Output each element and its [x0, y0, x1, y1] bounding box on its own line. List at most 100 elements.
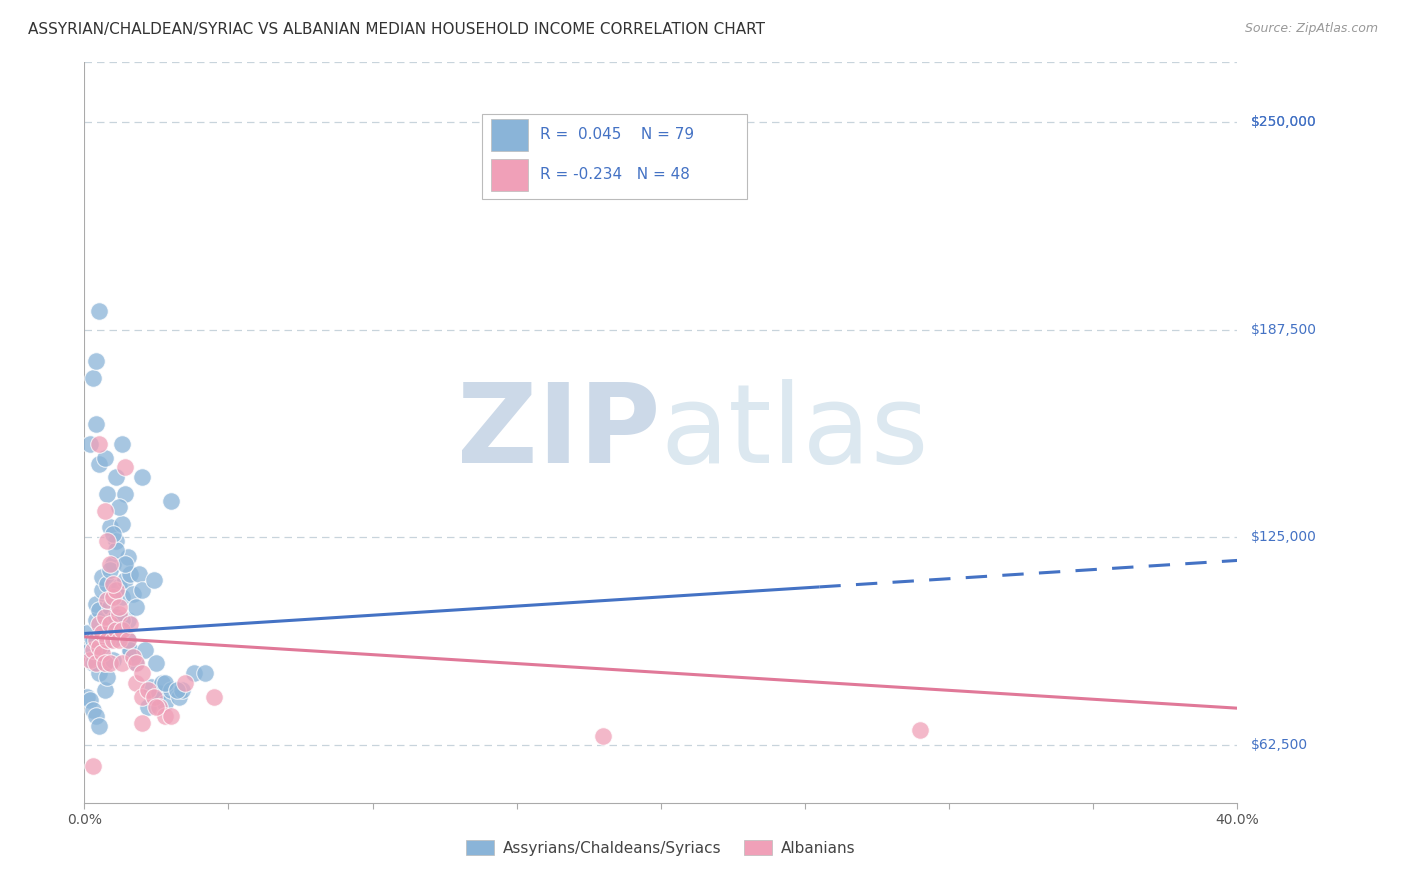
Point	[98, 616, 121, 631]
Point	[93, 610, 115, 624]
Text: ASSYRIAN/CHALDEAN/SYRIAC VS ALBANIAN MEDIAN HOUSEHOLD INCOME CORRELATION CHART: ASSYRIAN/CHALDEAN/SYRIAC VS ALBANIAN MED…	[28, 22, 765, 37]
Point	[131, 583, 153, 598]
Point	[108, 500, 131, 515]
Point	[96, 487, 118, 501]
Point	[79, 653, 101, 667]
Point	[103, 613, 124, 627]
Point	[160, 682, 183, 697]
Point	[98, 563, 121, 577]
Point	[125, 657, 148, 671]
Point	[153, 676, 176, 690]
Point	[139, 680, 162, 694]
Point	[105, 470, 128, 484]
Point	[117, 613, 139, 627]
Point	[87, 304, 110, 318]
Text: $250,000: $250,000	[1251, 115, 1317, 129]
Point	[153, 709, 176, 723]
Point	[120, 566, 142, 581]
Point	[148, 699, 170, 714]
Point	[90, 640, 112, 654]
Point	[103, 653, 124, 667]
Point	[82, 633, 104, 648]
Text: $187,500: $187,500	[1251, 323, 1317, 336]
Point	[82, 371, 104, 385]
Point	[98, 633, 121, 648]
Point	[90, 583, 112, 598]
Point	[79, 693, 101, 707]
Point	[108, 599, 131, 614]
Point	[120, 647, 142, 661]
Point	[87, 640, 110, 654]
Point	[174, 676, 197, 690]
Point	[128, 566, 150, 581]
Point	[82, 703, 104, 717]
Point	[153, 696, 176, 710]
Point	[183, 666, 205, 681]
Point	[105, 543, 128, 558]
Point	[84, 633, 107, 648]
Point	[103, 557, 124, 571]
Text: atlas: atlas	[661, 379, 929, 486]
Point	[84, 597, 107, 611]
Point	[108, 580, 131, 594]
Point	[148, 686, 170, 700]
Point	[93, 450, 115, 465]
Text: $250,000: $250,000	[1251, 115, 1317, 129]
Point	[117, 633, 139, 648]
Point	[202, 690, 225, 704]
Text: $125,000: $125,000	[1251, 530, 1317, 544]
Point	[84, 613, 107, 627]
Point	[93, 657, 115, 671]
Point	[910, 723, 932, 737]
Point	[79, 643, 101, 657]
Point	[111, 590, 134, 604]
Point	[145, 699, 167, 714]
Point	[96, 533, 118, 548]
Point	[166, 682, 188, 697]
Point	[592, 730, 614, 744]
Point	[103, 633, 124, 648]
Point	[79, 437, 101, 451]
Point	[122, 587, 145, 601]
Point	[108, 633, 131, 648]
Point	[87, 647, 110, 661]
Point	[194, 666, 217, 681]
Point	[131, 690, 153, 704]
Point	[111, 437, 134, 451]
Point	[117, 550, 139, 565]
Text: Source: ZipAtlas.com: Source: ZipAtlas.com	[1244, 22, 1378, 36]
Point	[105, 610, 128, 624]
Point	[87, 666, 110, 681]
Point	[160, 709, 183, 723]
Point	[96, 633, 118, 648]
Point	[87, 616, 110, 631]
Point	[98, 520, 121, 534]
Point	[125, 657, 148, 671]
Point	[96, 670, 118, 684]
Point	[131, 470, 153, 484]
Point	[76, 690, 98, 704]
Point	[90, 626, 112, 640]
Point	[87, 437, 110, 451]
Point	[87, 603, 110, 617]
Point	[93, 623, 115, 637]
Point	[93, 682, 115, 697]
Point	[96, 623, 118, 637]
Point	[134, 643, 156, 657]
Point	[103, 576, 124, 591]
Point	[169, 690, 191, 704]
Point	[117, 633, 139, 648]
FancyBboxPatch shape	[482, 114, 748, 200]
Text: ZIP: ZIP	[457, 379, 661, 486]
Text: R =  0.045    N = 79: R = 0.045 N = 79	[540, 128, 695, 143]
Point	[122, 649, 145, 664]
Point	[98, 557, 121, 571]
Point	[84, 657, 107, 671]
Point	[125, 599, 148, 614]
Point	[111, 623, 134, 637]
Point	[82, 759, 104, 773]
Point	[96, 576, 118, 591]
Point	[105, 583, 128, 598]
Point	[82, 643, 104, 657]
Text: $62,500: $62,500	[1251, 738, 1308, 752]
